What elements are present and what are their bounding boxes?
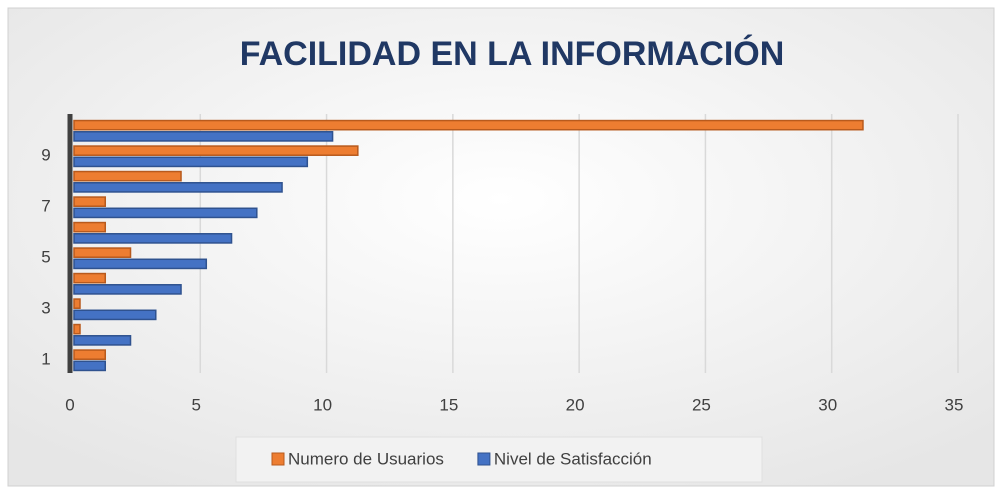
bar [73, 284, 182, 295]
bar [73, 349, 107, 360]
legend-label: Nivel de Satisfacción [494, 449, 652, 468]
chart-title: FACILIDAD EN LA INFORMACIÓN [240, 35, 785, 73]
y-tick-label: 7 [41, 197, 50, 216]
bar [73, 182, 283, 193]
chart-area [7, 7, 995, 487]
bar [73, 170, 182, 182]
bar [73, 207, 258, 219]
x-tick-label: 30 [818, 395, 837, 414]
bar [73, 156, 309, 168]
legend-swatch [477, 452, 491, 466]
x-tick-label: 25 [692, 395, 711, 414]
legend-box [235, 436, 763, 483]
bar [73, 335, 132, 346]
bar [73, 298, 81, 309]
x-tick-label: 5 [192, 395, 201, 414]
x-tick-label: 0 [65, 395, 74, 414]
bar [73, 323, 81, 335]
bar [73, 196, 107, 207]
legend-swatch [271, 452, 285, 466]
x-tick-label: 20 [566, 395, 585, 414]
y-tick-label: 3 [41, 299, 50, 318]
bar [73, 221, 107, 233]
y-tick-label: 9 [41, 146, 50, 165]
bar [73, 309, 157, 321]
y-tick-label: 1 [41, 350, 50, 369]
legend-label: Numero de Usuarios [288, 449, 444, 468]
x-tick-label: 10 [313, 395, 332, 414]
bar [73, 272, 107, 284]
y-tick-label: 5 [41, 248, 50, 267]
bar [73, 360, 107, 372]
bar [73, 247, 132, 258]
bar [73, 233, 233, 244]
bar [73, 119, 864, 131]
x-tick-label: 15 [439, 395, 458, 414]
bar [73, 145, 359, 156]
x-tick-label: 35 [945, 395, 964, 414]
bar [73, 131, 334, 142]
bar [73, 258, 208, 270]
